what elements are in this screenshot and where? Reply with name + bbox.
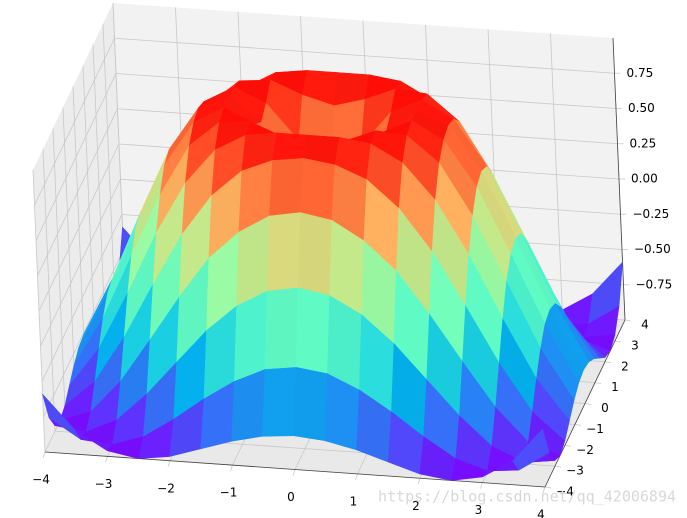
grid-line bbox=[41, 214, 123, 382]
tick-mark bbox=[480, 482, 483, 489]
y-tick-label: −4 bbox=[556, 485, 574, 499]
grid-line bbox=[114, 37, 615, 74]
z-tick-label: 0.00 bbox=[631, 172, 658, 186]
grid-line bbox=[37, 108, 118, 276]
tick-mark bbox=[544, 486, 552, 489]
y-axis-line bbox=[544, 319, 626, 488]
x-tick-label: −1 bbox=[220, 486, 238, 500]
x-tick-label: −2 bbox=[157, 481, 175, 495]
tick-mark bbox=[584, 403, 592, 405]
tick-mark bbox=[614, 340, 622, 343]
surface-patch bbox=[264, 287, 299, 370]
tick-mark bbox=[604, 361, 612, 364]
tick-mark bbox=[542, 486, 546, 494]
y-tick-label: −3 bbox=[566, 464, 584, 478]
grid-line bbox=[43, 249, 124, 417]
grid-line bbox=[38, 143, 120, 312]
surface-patch bbox=[266, 212, 301, 292]
z-tick-label: −0.50 bbox=[634, 242, 671, 256]
x-tick-label: −4 bbox=[32, 473, 50, 487]
x-tick-label: 4 bbox=[537, 508, 545, 518]
z-tick-label: 0.50 bbox=[628, 101, 655, 115]
tick-mark bbox=[105, 456, 108, 463]
tick-mark bbox=[292, 469, 296, 476]
grid-line bbox=[40, 179, 121, 347]
tick-mark bbox=[42, 451, 46, 459]
tick-mark bbox=[564, 444, 572, 447]
tick-mark bbox=[554, 465, 562, 468]
y-tick-label: 3 bbox=[631, 338, 639, 352]
y-tick-label: 0 bbox=[601, 401, 609, 415]
surface-patch bbox=[297, 212, 333, 297]
surface-patch bbox=[231, 369, 266, 442]
z-tick-label: −0.75 bbox=[636, 277, 673, 291]
watermark: https://blog.csdn.net/qq_42006894 bbox=[378, 488, 676, 506]
surface-patch bbox=[293, 367, 328, 442]
y-tick-label: 1 bbox=[611, 380, 619, 394]
tick-mark bbox=[417, 478, 421, 485]
surface-patch bbox=[262, 367, 297, 437]
y-tick-label: −2 bbox=[576, 443, 594, 457]
surface bbox=[42, 70, 623, 481]
z-tick-label: −0.25 bbox=[633, 207, 670, 221]
tick-mark bbox=[355, 473, 358, 481]
y-tick-label: −1 bbox=[586, 422, 604, 436]
x-axis-line bbox=[44, 451, 546, 488]
z-axis-line bbox=[612, 37, 626, 321]
labels: −4 −3 −2 −1 0 1 2 3 4−4−3−2−101234−0.75−0.50−0.2… bbox=[32, 66, 672, 518]
tick-mark bbox=[574, 423, 582, 426]
surface-patch bbox=[234, 290, 268, 382]
x-tick-label: 3 bbox=[475, 503, 483, 517]
surface-patch bbox=[300, 158, 336, 221]
grid-line bbox=[34, 38, 115, 206]
y-tick-label: 2 bbox=[621, 359, 629, 373]
tick-mark bbox=[594, 382, 602, 385]
z-tick-label: 0.25 bbox=[630, 136, 657, 150]
tick-mark bbox=[230, 464, 233, 472]
tick-mark bbox=[167, 460, 171, 467]
z-tick-label: 0.75 bbox=[627, 66, 654, 80]
grid-line bbox=[35, 73, 117, 241]
surface-patch bbox=[272, 132, 309, 161]
tick-mark bbox=[624, 319, 632, 322]
x-tick-label: 2 bbox=[412, 499, 420, 513]
x-tick-label: 1 bbox=[350, 494, 358, 508]
x-tick-label: 0 bbox=[287, 490, 295, 504]
y-tick-label: 4 bbox=[641, 318, 649, 332]
surface-patch bbox=[512, 428, 550, 471]
surface-patch bbox=[295, 287, 330, 375]
x-tick-label: −3 bbox=[95, 477, 113, 491]
surface-patch bbox=[269, 158, 304, 217]
